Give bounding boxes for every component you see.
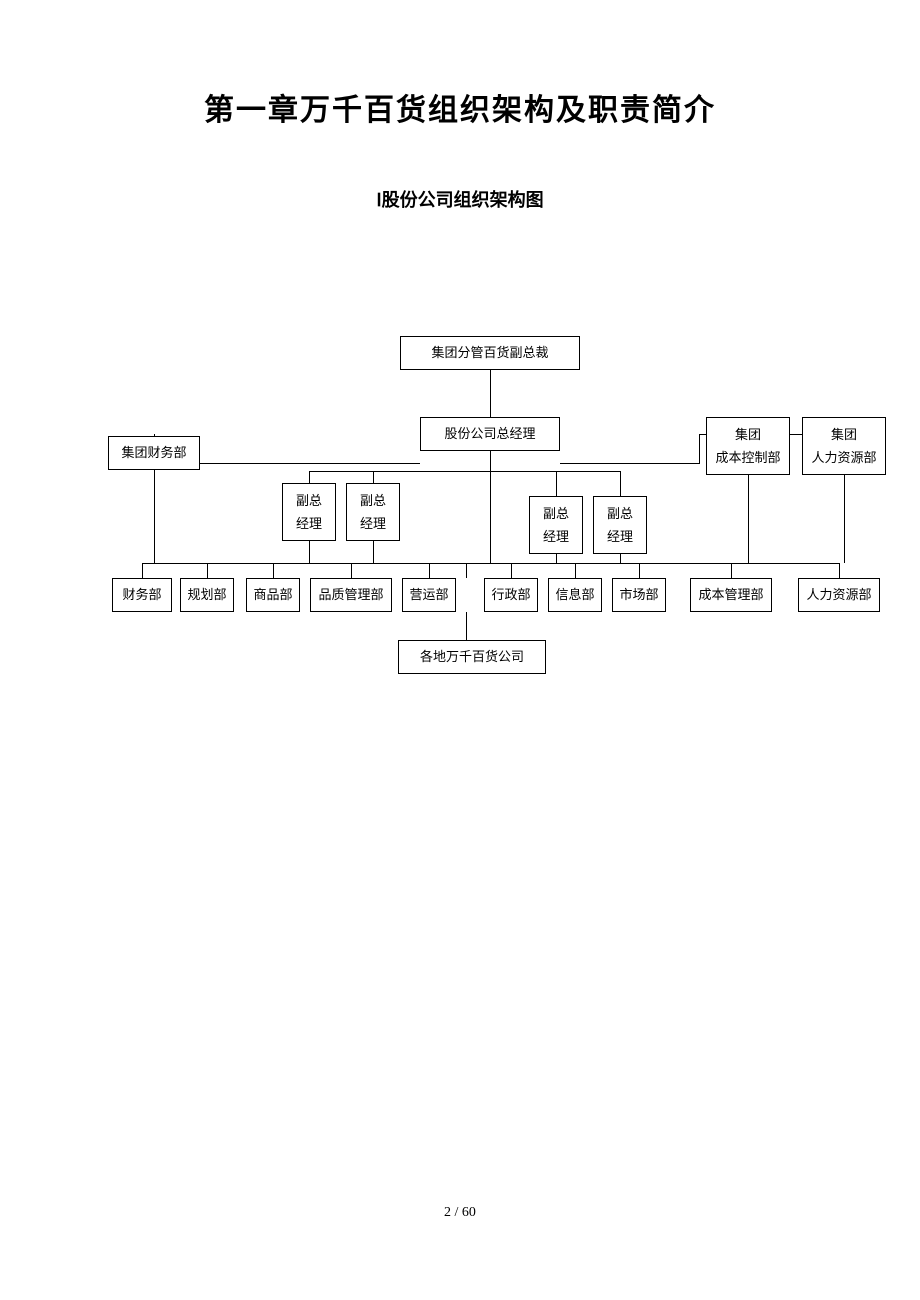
org-node-d_hr: 人力资源部: [798, 578, 880, 612]
org-node-vp: 集团分管百货副总裁: [400, 336, 580, 370]
org-node-d_qc: 品质管理部: [310, 578, 392, 612]
org-edge: [639, 563, 640, 578]
org-edge: [748, 475, 749, 563]
org-edge: [839, 563, 840, 578]
org-edge: [309, 471, 310, 483]
org-edge: [466, 563, 467, 578]
org-node-dgm3: 副总 经理: [529, 496, 583, 554]
org-edge: [351, 563, 352, 578]
org-node-d_costm: 成本管理部: [690, 578, 772, 612]
org-edge: [560, 463, 700, 464]
org-edge: [620, 554, 621, 563]
org-edge: [556, 554, 557, 563]
org-node-d_merch: 商品部: [246, 578, 300, 612]
org-edge: [207, 563, 208, 578]
org-edge: [699, 434, 700, 463]
org-edge: [490, 451, 491, 471]
org-edge: [273, 563, 274, 578]
org-edge: [373, 541, 374, 563]
org-edge: [309, 541, 310, 563]
org-node-d_fin: 财务部: [112, 578, 172, 612]
org-edge: [556, 471, 557, 496]
org-edge: [373, 471, 374, 483]
org-node-gm: 股份公司总经理: [420, 417, 560, 451]
org-node-dgm4: 副总 经理: [593, 496, 647, 554]
org-edge: [429, 563, 430, 578]
org-edge: [466, 612, 467, 640]
org-node-dgm2: 副总 经理: [346, 483, 400, 541]
org-edge: [844, 475, 845, 563]
org-node-d_info: 信息部: [548, 578, 602, 612]
page-number: 2 / 60: [0, 1205, 920, 1221]
org-edge: [511, 563, 512, 578]
org-node-dgm1: 副总 经理: [282, 483, 336, 541]
org-edge: [490, 370, 491, 417]
org-edge: [731, 563, 732, 578]
org-edge: [142, 563, 143, 578]
org-edge: [575, 563, 576, 578]
org-node-regions: 各地万千百货公司: [398, 640, 546, 674]
org-edge: [490, 471, 491, 563]
org-node-d_admin: 行政部: [484, 578, 538, 612]
org-edge: [620, 471, 621, 496]
org-node-d_ops: 营运部: [402, 578, 456, 612]
org-edge: [142, 563, 839, 564]
org-edge: [154, 470, 155, 563]
org-edge: [309, 471, 620, 472]
org-node-d_plan: 规划部: [180, 578, 234, 612]
org-node-d_mkt: 市场部: [612, 578, 666, 612]
org-node-g_hr: 集团 人力资源部: [802, 417, 886, 475]
chapter-title: 第一章万千百货组织架构及职责简介: [0, 85, 920, 129]
org-node-g_cost: 集团 成本控制部: [706, 417, 790, 475]
section-subtitle: Ⅰ股份公司组织架构图: [0, 186, 920, 212]
org-node-g_fin: 集团财务部: [108, 436, 200, 470]
